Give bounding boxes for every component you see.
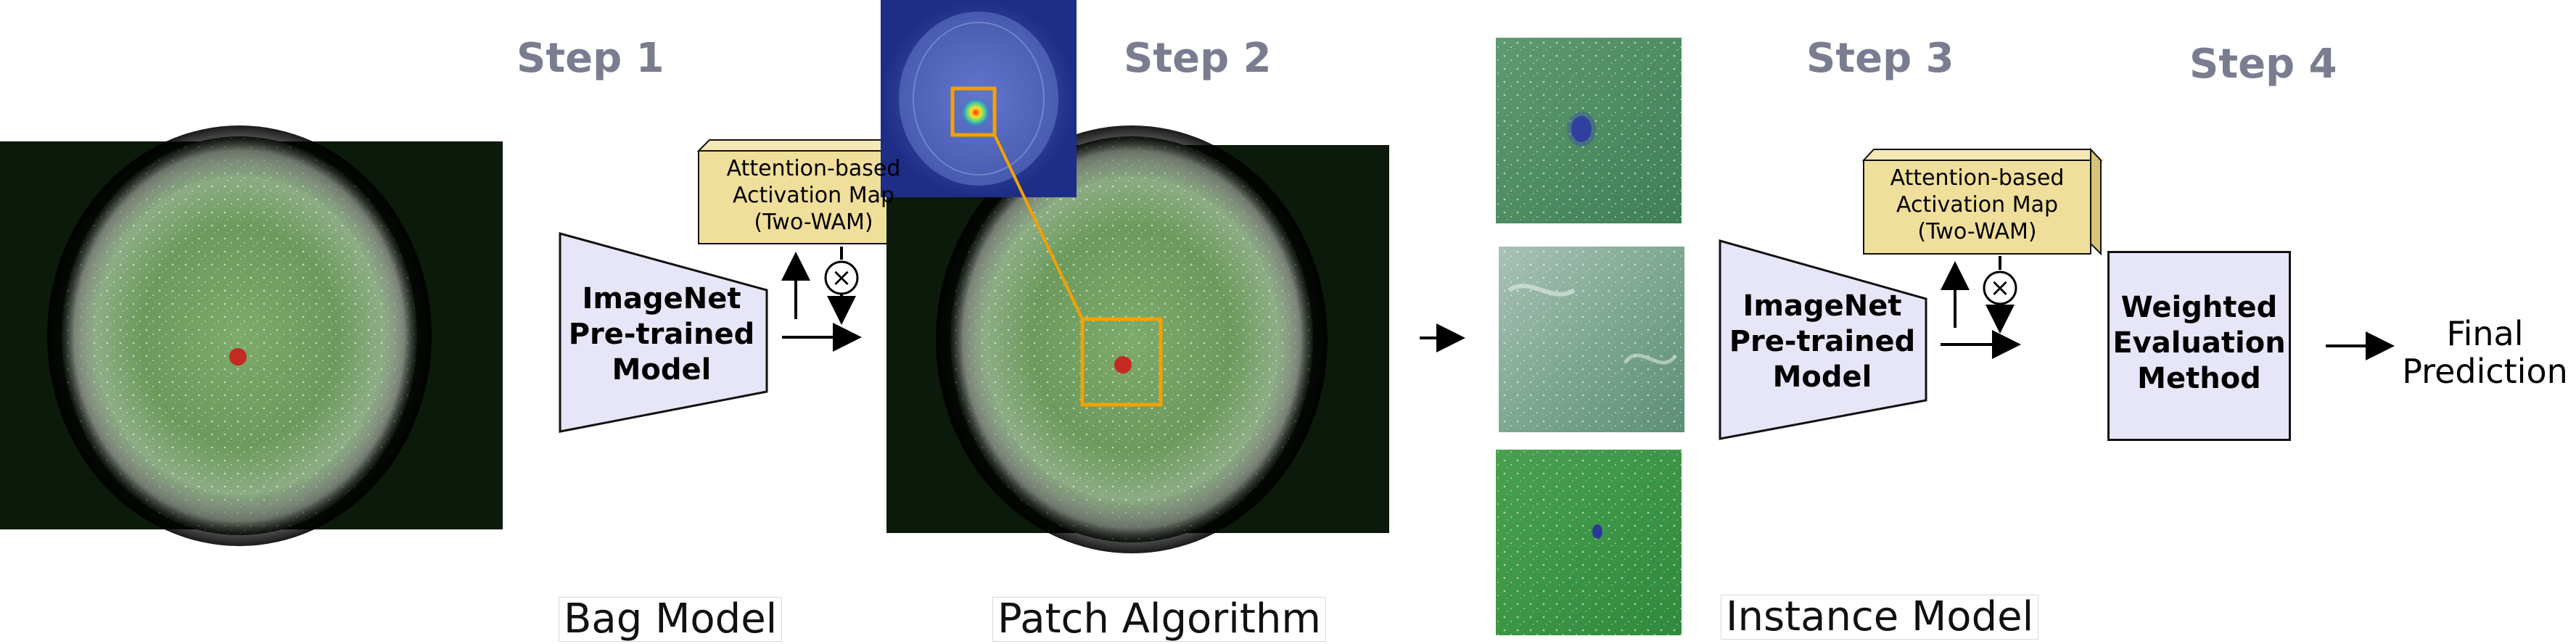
step-4-label: Step 4	[2189, 41, 2337, 88]
model-2-line2: Pre-trained	[1729, 325, 1916, 358]
model-2-line3: Model	[1772, 360, 1872, 394]
attention-2-line3: (Two-WAM)	[1917, 219, 2037, 244]
spider-mite-red	[229, 348, 247, 366]
final-prediction-label: Final Prediction	[2394, 315, 2576, 390]
multiply-symbol-2: ×	[1989, 273, 2011, 302]
leaf-image-patch	[886, 125, 1389, 553]
step-3-label: Step 3	[1806, 35, 1954, 82]
attention-map-1-label: Attention-based Activation Map (Two-WAM)	[699, 155, 929, 236]
leaf-image-input	[0, 125, 503, 546]
zoom-connector-line	[993, 134, 1084, 320]
imagenet-model-block-1	[559, 232, 768, 433]
attention-2-line1: Attention-based	[1890, 165, 2065, 191]
attention-1-line2: Activation Map	[732, 183, 895, 208]
patch-image-2	[1499, 247, 1684, 432]
step-1-label: Step 1	[517, 35, 664, 82]
final-line2: Prediction	[2402, 352, 2568, 391]
model-1-line2: Pre-trained	[568, 318, 755, 351]
imagenet-model-block-2	[1719, 239, 1927, 440]
patch-highlight-box	[1080, 317, 1163, 407]
weighted-line3: Method	[2137, 362, 2261, 395]
weighted-line1: Weighted	[2120, 291, 2278, 324]
caption-bag-model: Bag Model	[559, 597, 783, 642]
attention-map-2-label: Attention-based Activation Map (Two-WAM)	[1864, 165, 2091, 245]
patch-image-1	[1496, 38, 1682, 223]
model-1-line3: Model	[612, 353, 712, 387]
weighted-line2: Evaluation	[2112, 326, 2286, 360]
attention-2-line2: Activation Map	[1896, 192, 2059, 218]
patch-image-3	[1496, 450, 1682, 635]
model-2-label: ImageNet Pre-trained Model	[1713, 289, 1931, 395]
step-2-label: Step 2	[1124, 35, 1272, 82]
model-2-line1: ImageNet	[1742, 289, 1902, 323]
attention-1-line3: (Two-WAM)	[754, 210, 873, 235]
weighted-evaluation-box	[2107, 251, 2291, 441]
caption-patch-algorithm: Patch Algorithm	[992, 597, 1326, 642]
caption-instance-model: Instance Model	[1721, 595, 2039, 640]
final-line1: Final	[2446, 314, 2524, 353]
attention-1-line1: Attention-based	[726, 156, 901, 181]
weighted-evaluation-label: Weighted Evaluation Method	[2107, 290, 2291, 397]
activation-heatmap	[881, 0, 1077, 197]
multiply-symbol-1: ×	[831, 263, 852, 292]
model-1-label: ImageNet Pre-trained Model	[553, 281, 770, 388]
attention-map-box-2	[1861, 147, 2103, 256]
model-1-line1: ImageNet	[582, 282, 741, 315]
